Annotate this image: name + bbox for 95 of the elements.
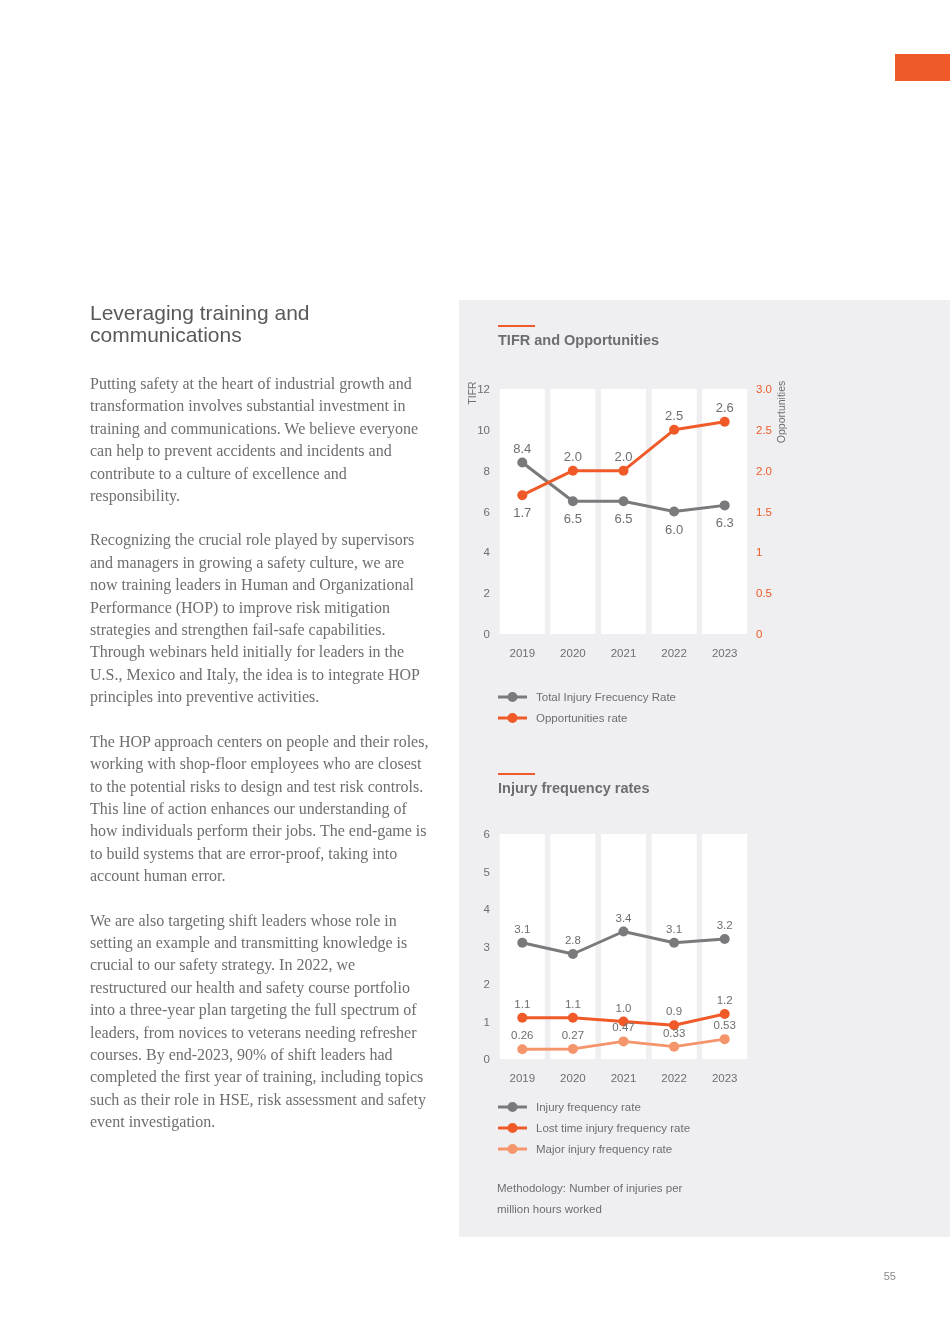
legend-label: Opportunities rate (536, 712, 628, 724)
y2-tick-label: 0 (756, 628, 763, 640)
data-label: 2.6 (715, 399, 734, 415)
data-label: 3.2 (716, 919, 733, 931)
x-tick-label: 2023 (711, 647, 738, 659)
point (669, 506, 680, 517)
x-tick-label: 2023 (711, 1072, 738, 1084)
point (517, 1044, 528, 1055)
data-label: 6.5 (614, 511, 633, 527)
text: Recognizing the crucial role played by supervisors and managers in growing a safety culture, we are now training leaders in Human and Organizational Performance (HOP) to improve risk mitigation strategies and strengthen fail-safe capabilities. Through webinars held initially for leaders in the U.S., Mexico and Italy, the idea is to integrate HOP principles into preventive activities. (90, 530, 421, 708)
y-tick-label: 12 (477, 383, 490, 395)
data-label: 2.5 (665, 407, 684, 423)
data-label: 0.53 (713, 1019, 736, 1032)
y-tick-label: 4 (483, 546, 491, 559)
y-tick-label: 6 (483, 828, 490, 840)
x-tick-label: 2020 (560, 1072, 586, 1084)
y2-tick-label: 3.0 (756, 383, 772, 395)
data-label: 3.4 (615, 911, 633, 924)
y-tick-label: 2 (483, 978, 490, 990)
legend-label: Total Injury Frecuency Rate (536, 691, 676, 703)
y-tick-label: 2 (483, 587, 490, 600)
point (618, 1036, 629, 1047)
data-label: 3.1 (666, 922, 683, 935)
y-tick-label: 1 (483, 1015, 490, 1028)
point (719, 1034, 730, 1045)
point (567, 496, 578, 507)
y2-tick-label: 1 (756, 546, 763, 559)
legend-label: Lost time injury frequency rate (536, 1122, 691, 1134)
text: Leveraging training and communications (90, 301, 311, 346)
text: The HOP approach centers on people and their roles, working with shop-floor employees who are closest to the potential risks to design and test risk controls. This line of action enhances our understanding of how individuals perform their jobs. The end-game is to build systems that are error-proof, taking into account human error. (90, 731, 430, 887)
point (669, 1041, 680, 1052)
data-label: 1.1 (564, 997, 581, 1010)
legend-label: Major injury frequency rate (536, 1143, 673, 1155)
point (618, 926, 629, 937)
point (517, 937, 528, 948)
y-tick-label: 6 (483, 505, 490, 518)
text: We are also targeting shift leaders whose role in setting an example and transmitting knowledge is crucial to our safety strategy. In 2022, we restructured our health and safety course portfolio into a three-year plan targeting the full spectrum of leaders, from novices to veterans needing refresher courses. By end-2023, 90% of shift leaders had completed the first year of training, including topics such as their role in HSE, risk assessment and safety event investigation. (90, 911, 426, 1131)
data-label: 0.26 (511, 1029, 534, 1042)
data-label: 2.0 (563, 448, 582, 464)
point (567, 465, 578, 476)
y2-tick-label: 1.5 (756, 505, 772, 518)
legend-label: Injury frequency rate (536, 1101, 641, 1113)
y-tick-label: 0 (483, 628, 490, 640)
point (567, 1012, 578, 1023)
chart-title: Injury frequency rates (498, 780, 650, 796)
x-tick-label: 2022 (661, 1072, 687, 1084)
y2-tick-label: 0.5 (756, 587, 772, 600)
data-label: 1.1 (514, 997, 531, 1010)
x-tick-label: 2021 (610, 1072, 637, 1084)
x-tick-label: 2020 (560, 647, 586, 659)
data-label: 6.3 (715, 515, 734, 531)
data-label: 0.9 (666, 1005, 683, 1018)
point (719, 416, 730, 427)
data-label: 1.7 (513, 505, 532, 521)
x-tick-label: 2019 (509, 647, 536, 659)
point (618, 496, 629, 507)
data-label: 1.2 (716, 994, 733, 1006)
data-label: 8.4 (513, 440, 532, 456)
point (517, 1012, 528, 1023)
point (719, 934, 730, 944)
data-label: 0.33 (662, 1026, 686, 1039)
y-tick-label: 8 (483, 464, 490, 477)
y-tick-label: 5 (483, 865, 490, 878)
data-label: 2.8 (564, 934, 581, 946)
x-tick-label: 2021 (610, 647, 637, 659)
chart-title: TIFR and Opportunities (498, 332, 660, 348)
point (669, 424, 680, 435)
text: Methodology: Number of injuries per million hours worked (497, 1181, 684, 1217)
text: Putting safety at the heart of industrial growth and transformation involves substantial investment in training and communications. We believe everyone can help to prevent accidents and incidents and contribute to a culture of excellence and responsibility. (90, 374, 420, 507)
y-tick-label: 10 (477, 423, 490, 436)
y-tick-label: 3 (483, 940, 490, 953)
point (567, 949, 578, 959)
data-label: 0.27 (561, 1028, 585, 1041)
data-label: 3.1 (514, 922, 531, 935)
point (618, 465, 629, 476)
point (517, 490, 528, 501)
y2-tick-label: 2.5 (756, 423, 772, 436)
point (669, 937, 680, 948)
data-label: 1.0 (615, 1001, 632, 1014)
data-label: 0.47 (612, 1021, 635, 1034)
point (719, 1009, 730, 1019)
x-tick-label: 2022 (661, 647, 687, 659)
data-label: 6.0 (665, 521, 684, 537)
y2-axis-title: Opportunities (775, 380, 787, 444)
y-tick-label: 4 (483, 903, 491, 915)
y-axis-title: TIFR (466, 380, 478, 405)
text: 55 (882, 1270, 896, 1282)
point (719, 500, 730, 511)
y2-tick-label: 2.0 (756, 464, 772, 477)
x-tick-label: 2019 (509, 1072, 536, 1084)
y-tick-label: 0 (483, 1053, 490, 1065)
point (517, 457, 528, 468)
data-label: 2.0 (614, 448, 633, 464)
point (567, 1043, 578, 1054)
data-label: 6.5 (563, 511, 582, 527)
